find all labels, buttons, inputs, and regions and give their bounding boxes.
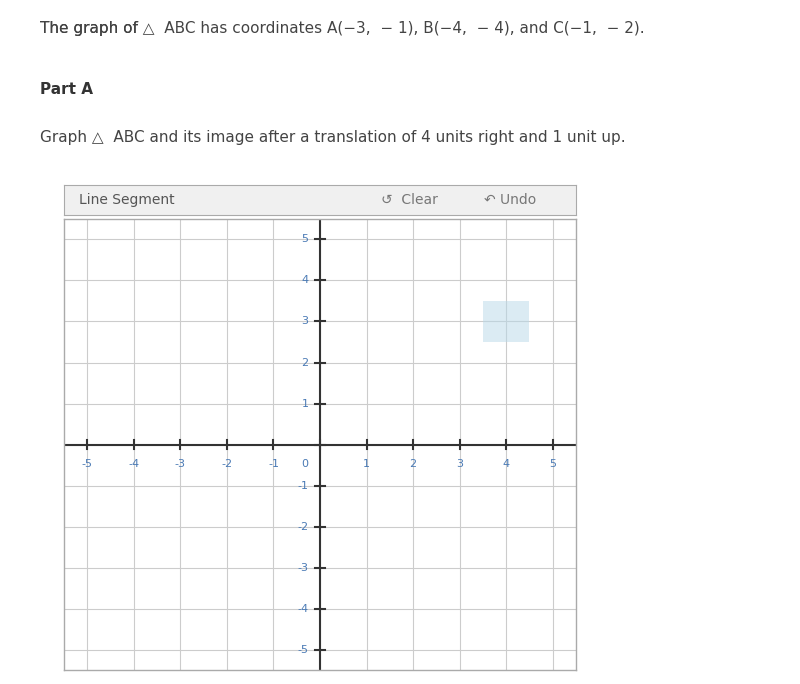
Text: -4: -4 [128,459,139,469]
Text: 1: 1 [302,399,308,408]
Text: The graph of △  ABC has coordinates A(−3,  − 1), B(−4,  − 4), and C(−1,  − 2).: The graph of △ ABC has coordinates A(−3,… [40,21,645,36]
Text: -4: -4 [298,604,308,614]
Text: -3: -3 [298,563,308,573]
Text: Part A: Part A [40,82,93,97]
Text: -1: -1 [298,481,308,490]
Text: 2: 2 [410,459,417,469]
Text: 2: 2 [302,358,308,367]
Text: -3: -3 [175,459,186,469]
Text: -1: -1 [268,459,279,469]
Text: ↺  Clear: ↺ Clear [382,193,438,207]
Text: 4: 4 [502,459,510,469]
Text: 5: 5 [302,235,308,244]
Text: The graph of: The graph of [40,21,142,36]
Bar [483,301,530,342]
Text: Graph △  ABC and its image after a translation of 4 units right and 1 unit up.: Graph △ ABC and its image after a transl… [40,130,626,145]
Text: 1: 1 [363,459,370,469]
Text: -5: -5 [298,645,308,655]
Text: 5: 5 [550,459,556,469]
Text: Line Segment: Line Segment [79,193,175,207]
Text: ↶ Undo: ↶ Undo [484,193,536,207]
Text: -2: -2 [222,459,233,469]
Text: 4: 4 [302,276,308,285]
Text: 0: 0 [302,459,308,469]
Text: -5: -5 [82,459,93,469]
Text: 3: 3 [302,317,308,326]
Text: -2: -2 [298,522,308,531]
Text: 3: 3 [456,459,463,469]
